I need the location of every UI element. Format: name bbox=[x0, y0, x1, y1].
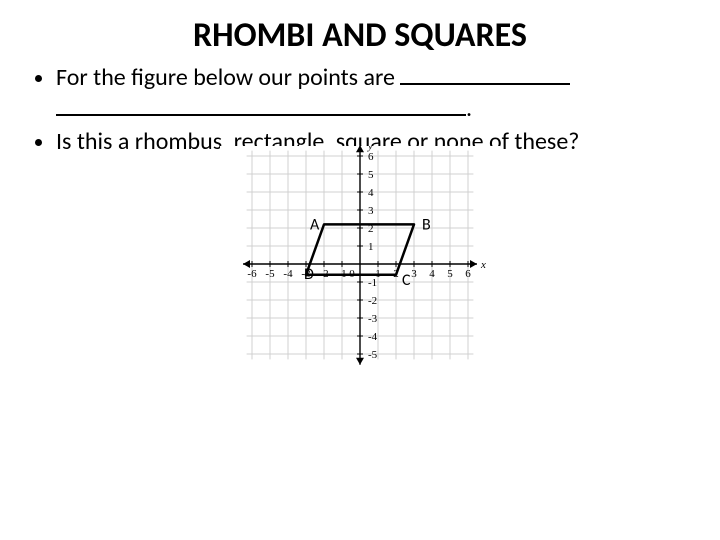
svg-text:C: C bbox=[402, 270, 411, 289]
svg-text:-1: -1 bbox=[368, 277, 377, 289]
svg-text:5: 5 bbox=[447, 268, 453, 280]
svg-text:3: 3 bbox=[411, 268, 417, 280]
svg-text:-3: -3 bbox=[368, 313, 378, 325]
svg-text:6: 6 bbox=[465, 268, 471, 280]
svg-text:-5: -5 bbox=[368, 349, 378, 361]
chart-container: -6-5-4-3-2-1123456123456-1-2-3-4-50xyABC… bbox=[30, 146, 690, 401]
svg-text:4: 4 bbox=[429, 268, 435, 280]
svg-text:-2: -2 bbox=[368, 295, 377, 307]
svg-text:A: A bbox=[310, 215, 320, 234]
slide: RHOMBI AND SQUARES For the figure below … bbox=[0, 0, 720, 540]
bullet-1-period: . bbox=[466, 94, 472, 123]
svg-text:B: B bbox=[422, 215, 431, 234]
slide-title: RHOMBI AND SQUARES bbox=[30, 15, 690, 56]
svg-text:-4: -4 bbox=[368, 331, 378, 343]
coordinate-plane-chart: -6-5-4-3-2-1123456123456-1-2-3-4-50xyABC… bbox=[220, 146, 500, 396]
bullet-1-text: For the figure below our points are bbox=[56, 63, 400, 92]
svg-text:-6: -6 bbox=[247, 268, 257, 280]
svg-text:4: 4 bbox=[368, 187, 374, 199]
svg-text:5: 5 bbox=[368, 169, 374, 181]
svg-text:y: y bbox=[367, 146, 373, 152]
blank-1b bbox=[56, 114, 466, 116]
svg-text:6: 6 bbox=[368, 151, 374, 163]
svg-text:-5: -5 bbox=[265, 268, 275, 280]
svg-text:D: D bbox=[304, 264, 314, 283]
bullet-1: For the figure below our points are . bbox=[56, 62, 690, 124]
svg-text:-4: -4 bbox=[283, 268, 293, 280]
blank-1a bbox=[400, 83, 570, 85]
svg-text:3: 3 bbox=[368, 205, 374, 217]
bullet-list: For the figure below our points are . Is… bbox=[30, 62, 690, 158]
svg-text:x: x bbox=[480, 259, 486, 271]
svg-text:1: 1 bbox=[368, 241, 374, 253]
